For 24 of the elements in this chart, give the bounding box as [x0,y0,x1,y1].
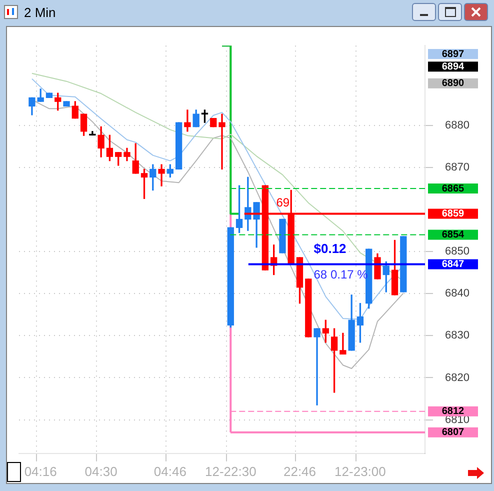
text: 6897 [442,48,465,60]
ref-line-label: 6854 [442,230,465,241]
ref-line-label: 6847 [442,258,465,270]
annotation: $0.12 [314,241,346,256]
text: 6890 [442,78,465,90]
text: 6894 [442,61,465,72]
y-tick-label: 6850 [445,246,470,258]
y-tick-label: 6830 [445,330,470,342]
ref-line-label: 6807 [442,427,465,438]
ref-line-label: 6812 [442,406,465,418]
y-tick-label: 6870 [445,162,470,174]
x-tick-label: 04:46 [154,464,186,479]
x-tick-label: 12-22:30 [204,464,256,479]
chart-title: 2 Min [24,4,56,20]
x-tick-label: 12-23:00 [334,464,386,479]
annotation: 69 [276,196,290,210]
x-tick-label: 04:16 [24,464,57,479]
x-tick-label: 04:30 [84,464,118,479]
ref-line-label: 6859 [442,208,465,220]
y-tick-label: 6840 [445,288,470,300]
y-tick-label: 6820 [445,372,470,384]
ref-line-label: 6865 [442,183,465,194]
x-tick-label: 22:46 [283,464,316,479]
y-tick-label: 6880 [445,120,470,132]
